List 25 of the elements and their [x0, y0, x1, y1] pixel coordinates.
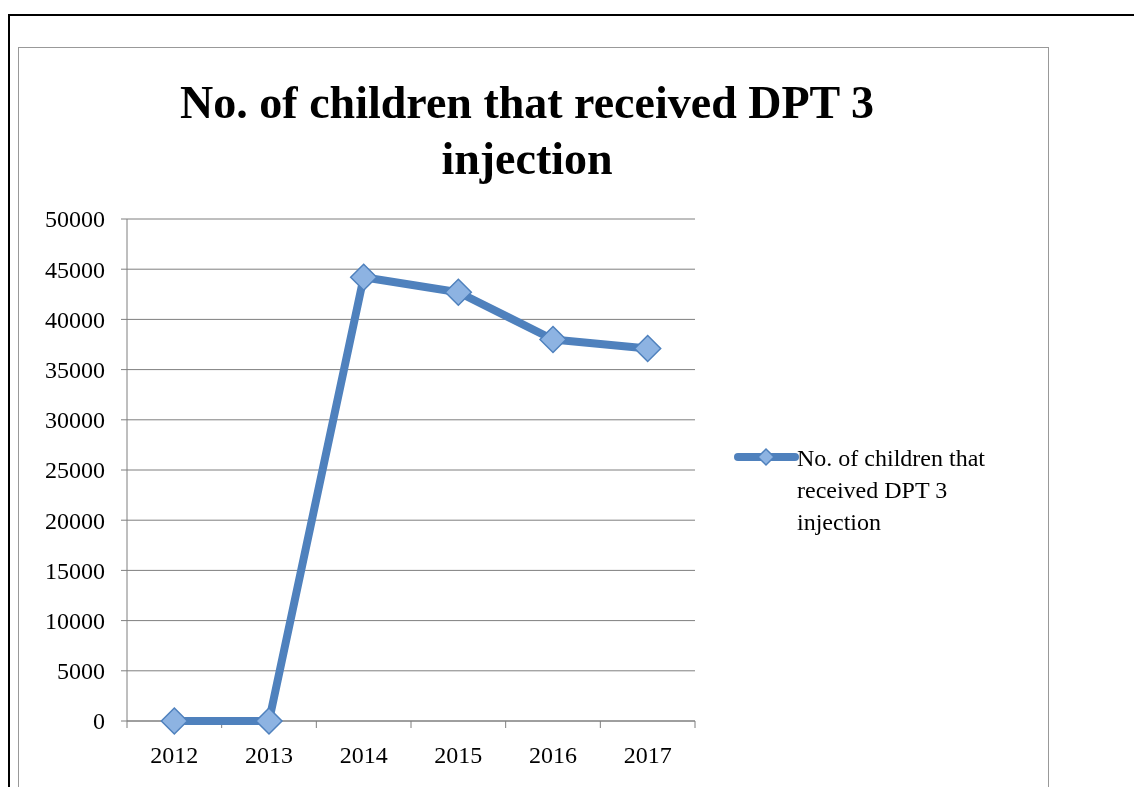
- legend-label: No. of children that received DPT 3 injection: [797, 445, 986, 535]
- y-tick-label: 15000: [45, 557, 105, 584]
- point: [160, 707, 189, 735]
- y-tick-label: 10000: [45, 608, 105, 634]
- y-tick-label: 0: [93, 708, 105, 735]
- x-tick-label: 2012: [150, 742, 199, 768]
- point: [633, 334, 662, 363]
- y-tick-label: 45000: [45, 256, 105, 283]
- point: [255, 707, 283, 735]
- y-tick-label: 40000: [45, 306, 105, 333]
- point: [539, 325, 567, 354]
- x-tick-label: 2014: [339, 742, 388, 768]
- y-tick-label: 30000: [45, 407, 105, 434]
- y-tick-label: 20000: [45, 507, 105, 534]
- point: [444, 278, 473, 307]
- x-tick-label: 2016: [529, 742, 577, 768]
- point: [349, 263, 378, 291]
- x-tick-label: 2013: [245, 742, 293, 768]
- y-tick-label: 5000: [57, 658, 105, 685]
- y-tick-label: 25000: [45, 457, 105, 484]
- chart-title: No. of children that received DPT 3 injection: [180, 77, 874, 184]
- y-tick-label: 50000: [45, 206, 105, 233]
- x-tick-label: 2017: [623, 742, 672, 768]
- x-tick-label: 2015: [434, 742, 483, 768]
- y-tick-label: 35000: [45, 357, 105, 383]
